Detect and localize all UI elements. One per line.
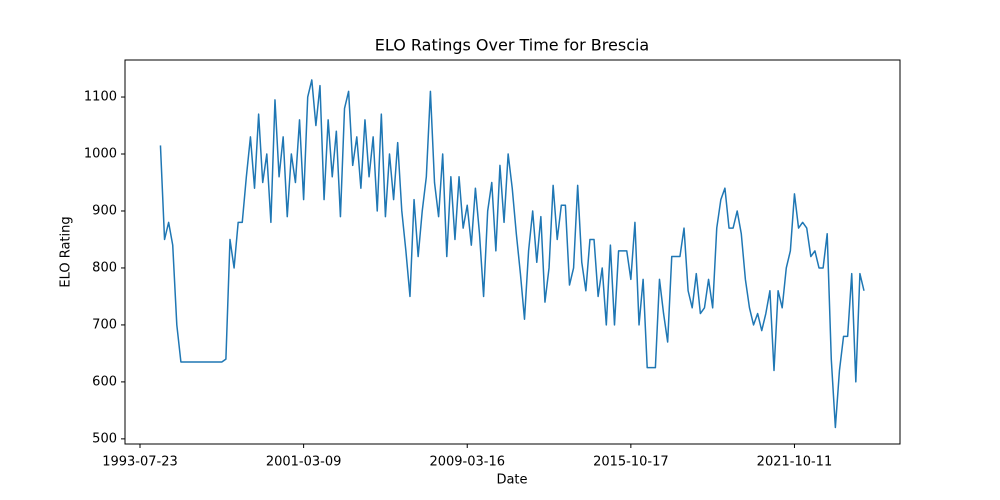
x-axis-label: Date — [496, 473, 527, 488]
y-axis-label: ELO Rating — [59, 216, 74, 287]
y-tick-label: 1000 — [84, 147, 117, 162]
y-tick-label: 500 — [92, 431, 117, 446]
line — [159, 79, 865, 429]
y-tick-label: 800 — [92, 260, 117, 275]
y-tick-label: 600 — [92, 374, 117, 389]
x-tick-label: 2015-10-17 — [593, 455, 669, 470]
chart-title: ELO Ratings Over Time for Brescia — [375, 36, 649, 55]
y-tick-label: 900 — [92, 203, 117, 218]
y-tick-label: 1100 — [84, 90, 117, 105]
x-tick-label: 1993-07-23 — [102, 455, 178, 470]
x-tick-label: 2009-03-16 — [429, 455, 505, 470]
plot-frame — [124, 59, 901, 445]
x-tick-label: 2001-03-09 — [266, 455, 342, 470]
x-tick-label: 2021-10-11 — [757, 455, 833, 470]
y-tick-label: 700 — [92, 317, 117, 332]
